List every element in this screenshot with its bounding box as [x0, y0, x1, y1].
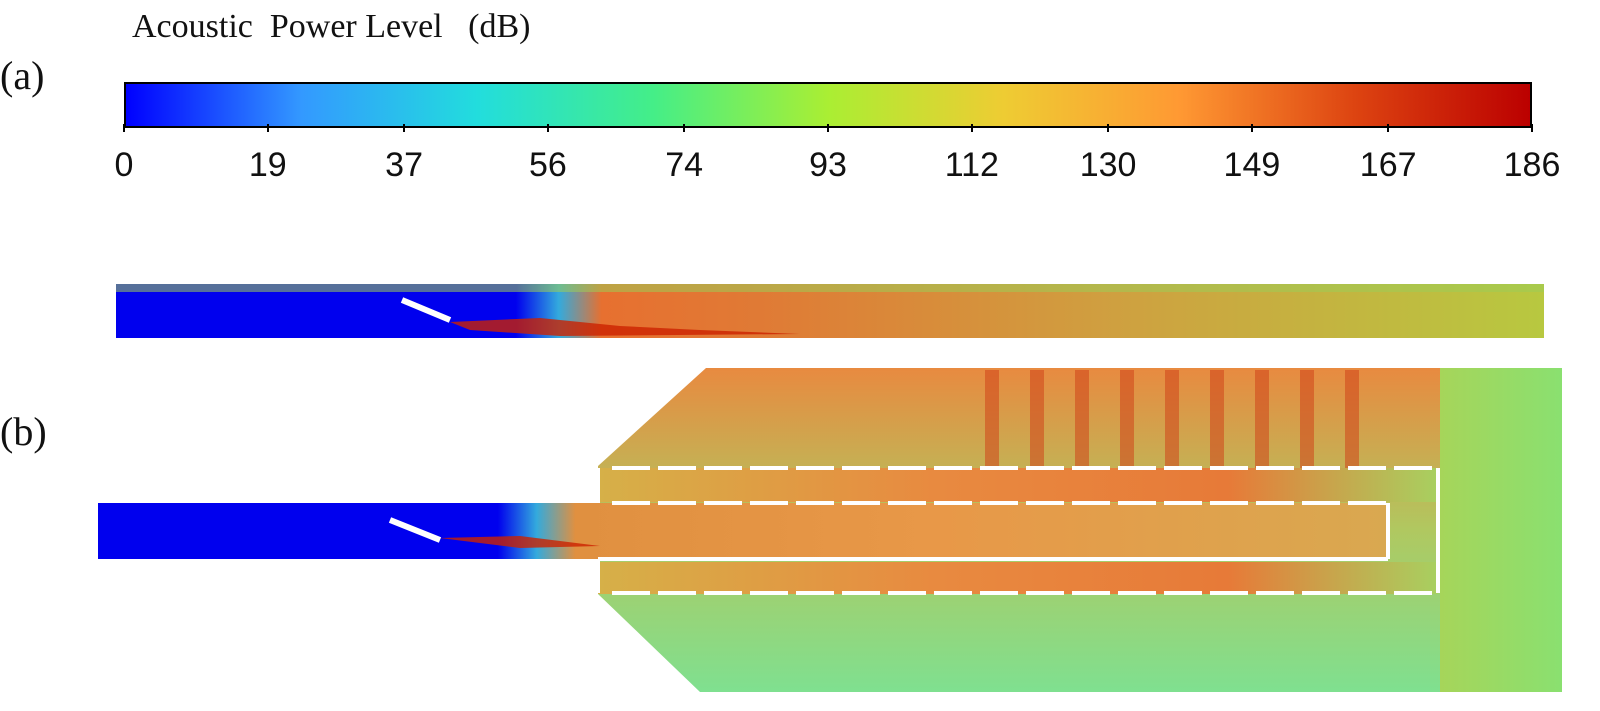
panel-b-field: [98, 368, 1562, 692]
colorbar-tick-mark: [683, 124, 686, 132]
panel-b-walls: [596, 466, 1440, 595]
colorbar-title: Acoustic Power Level (dB): [132, 8, 531, 45]
panel-a-field: [116, 284, 1544, 338]
colorbar-tick-label: 149: [1223, 146, 1281, 184]
panel-b-flap: [388, 517, 442, 543]
colorbar-tick-label: 19: [248, 146, 287, 184]
colorbar-tick-label: 37: [385, 146, 423, 184]
colorbar-tick-mark: [1531, 124, 1533, 132]
panel-a-flap: [400, 297, 452, 323]
colorbar-tick-mark: [123, 124, 125, 132]
colorbar-tick-label: 56: [528, 146, 567, 184]
colorbar-tick-label: 0: [114, 146, 134, 184]
colorbar-tick-label: 167: [1359, 146, 1417, 184]
panel-label-a: (a): [0, 53, 45, 98]
panel-label-b: (b): [0, 409, 47, 454]
colorbar-tick-mark: [1250, 124, 1253, 132]
colorbar-tick-label: 112: [944, 146, 999, 184]
colorbar-tick-mark: [266, 124, 269, 132]
colorbar-tick-label: 130: [1079, 146, 1137, 184]
colorbar-tick-label: 74: [665, 146, 704, 184]
colorbar-tick-label: 186: [1503, 146, 1561, 184]
colorbar-ticks: 0 19 37 56 74 93 112 130 149 167 186: [0, 0, 1600, 200]
colorbar-tick-mark: [970, 124, 973, 132]
colorbar-tick-mark: [1107, 124, 1110, 132]
colorbar-tick-mark: [827, 124, 829, 132]
colorbar-tick-label: 93: [809, 146, 847, 184]
colorbar-tick-mark: [403, 124, 406, 132]
colorbar-tick-mark: [546, 124, 549, 132]
colorbar-tick-mark: [1387, 124, 1390, 132]
